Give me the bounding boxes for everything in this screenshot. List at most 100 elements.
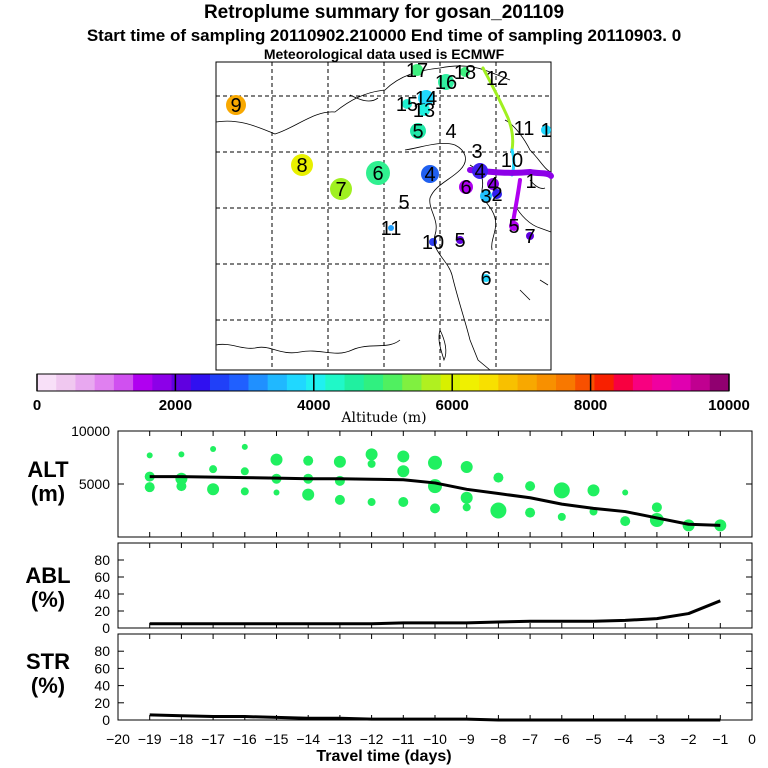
x-tick-label: −16 (233, 731, 257, 747)
altitude-point (207, 483, 220, 496)
y-tick-label: 60 (94, 660, 110, 676)
colorbar-swatch (632, 374, 653, 391)
colorbar-swatch (133, 374, 153, 391)
str-panel-label: STR (%) (10, 650, 86, 698)
map-marker (388, 225, 394, 231)
x-tick-label: −10 (423, 731, 447, 747)
map-marker-label: 6 (460, 177, 471, 199)
map-marker (402, 99, 412, 109)
map-marker-label: 18 (454, 62, 476, 84)
map-marker-label: 13 (413, 100, 435, 122)
x-tick-label: −3 (649, 731, 665, 747)
map-marker-label: 3 (471, 141, 482, 163)
map-marker (509, 221, 519, 231)
altitude-point (176, 481, 187, 492)
panel-frame (117, 633, 753, 721)
panel-frame (117, 542, 753, 629)
map-marker (526, 232, 534, 240)
colorbar-swatch (171, 374, 192, 391)
y-tick-label: 80 (94, 552, 110, 568)
map-marker-label: 6 (372, 163, 383, 185)
colorbar-tick-label: 0 (33, 397, 41, 410)
str-ylabel: STR (%) (26, 649, 70, 698)
map-marker (429, 238, 437, 246)
altitude-point (367, 459, 376, 468)
altitude-point (397, 450, 410, 463)
altitude-point (462, 503, 471, 512)
y-tick-label: 60 (94, 569, 110, 585)
map-marker-label: 4 (474, 161, 485, 183)
colorbar-swatch (113, 374, 134, 391)
map-marker-label: 16 (435, 72, 457, 94)
altitude-point (587, 484, 600, 497)
colorbar-swatch (536, 374, 557, 391)
y-tick-label: 20 (94, 603, 110, 619)
colorbar-swatch (517, 374, 538, 391)
colorbar-tick-label: 6000 (436, 397, 469, 410)
map-marker-label: 4 (487, 174, 498, 196)
colorbar-swatch (286, 374, 307, 391)
map-marker-label: 1 (540, 120, 551, 142)
map-marker-label: 11 (514, 118, 535, 140)
map-marker-label: 9 (230, 95, 241, 117)
colorbar-swatch (556, 374, 576, 391)
x-tick-label: −14 (296, 731, 320, 747)
altitude-point (240, 487, 249, 496)
y-tick-label: 0 (102, 712, 110, 728)
x-tick-label: −11 (392, 731, 415, 747)
altitude-point (620, 516, 631, 527)
altitude-point (210, 446, 217, 453)
map-marker-label: 10 (422, 232, 444, 254)
map-marker (482, 274, 490, 282)
y-tick-label: 80 (94, 643, 110, 659)
altitude-point (273, 489, 280, 496)
series-line (149, 599, 721, 626)
map-marker (418, 104, 430, 116)
altitude-point (398, 497, 409, 508)
colorbar-swatch (671, 374, 692, 391)
series-line (149, 713, 721, 722)
map-marker (480, 190, 492, 202)
colorbar-swatch (94, 374, 115, 391)
altitude-point (428, 455, 442, 470)
map-marker (366, 161, 390, 185)
map-marker (459, 180, 473, 194)
x-tick-label: −8 (490, 731, 506, 747)
map-marker (541, 125, 551, 135)
map-marker (472, 163, 488, 179)
altitude-point (241, 443, 248, 450)
altitude-point (334, 494, 345, 505)
colorbar-swatch (152, 374, 173, 391)
map-marker-label: 8 (296, 155, 307, 177)
x-tick-label: −15 (265, 731, 289, 747)
sampling-time-subtitle: Start time of sampling 20110902.210000 E… (86, 26, 682, 45)
colorbar-swatch (709, 374, 730, 391)
x-tick-label: −2 (681, 731, 697, 747)
colorbar-tick-label: 10000 (708, 397, 750, 410)
map-marker-label: 17 (406, 60, 428, 82)
altitude-point (525, 481, 536, 492)
x-tick-label: −18 (170, 731, 194, 747)
colorbar-swatch (248, 374, 269, 391)
x-tick-label: −17 (201, 731, 225, 747)
map-marker-label: 7 (335, 179, 346, 201)
x-tick-label: 0 (748, 731, 756, 747)
altitude-point (333, 455, 346, 468)
altitude-point (144, 482, 155, 493)
map-marker-label: 4 (424, 164, 435, 186)
altitude-point (651, 502, 662, 513)
colorbar-swatch (498, 374, 519, 391)
map-marker (291, 154, 313, 176)
altitude-point (460, 491, 473, 504)
map-marker (421, 165, 439, 183)
colorbar-swatch (421, 374, 442, 391)
map-marker-label: 3 (480, 186, 491, 208)
altitude-point (493, 472, 504, 483)
colorbar-swatch (652, 374, 672, 391)
x-tick-label: −4 (617, 731, 633, 747)
altitude-point (553, 482, 570, 499)
altitude-point (525, 507, 536, 518)
map-marker-label: 14 (415, 88, 437, 110)
altitude-point (209, 465, 218, 474)
map-marker-label: 11 (381, 218, 402, 240)
